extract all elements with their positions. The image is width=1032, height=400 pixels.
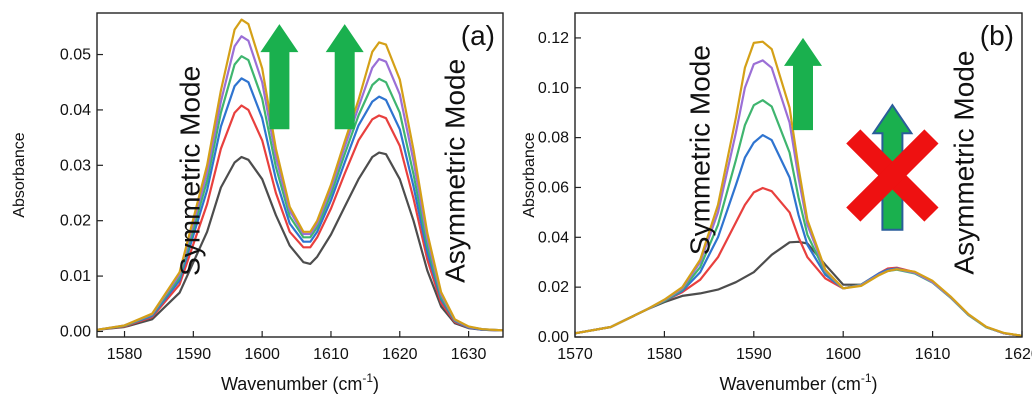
panel-a-x-tick-label: 1600 — [244, 346, 280, 363]
panel-a-x-tick-label: 1630 — [451, 346, 487, 363]
panel-a-y-tick-label: 0.00 — [60, 323, 91, 340]
panel-b-cross-mark-icon — [846, 129, 939, 222]
panel-b-x-tick-label: 1590 — [736, 346, 772, 363]
panel-a-series-line-2 — [96, 104, 504, 332]
panel-b-x-axis-label-superscript: -1 — [861, 371, 872, 385]
panel-a-x-axis-label-superscript: -1 — [362, 371, 373, 385]
panel-b-y-axis-label: Absorbance — [521, 132, 538, 217]
panel-b-y-tick-label: 0.10 — [538, 80, 569, 97]
panel-a-x-tick-label: 1580 — [107, 346, 143, 363]
panel-b-y-tick-label: 0.02 — [538, 279, 569, 296]
panel-a-series-line-4 — [96, 55, 504, 332]
panel-a-series-line-1 — [96, 151, 504, 332]
panel-b: 1570 1580 1590 1600 1610 1620 0.00 0.02 0.04 0.06… — [521, 12, 1032, 394]
panel-b-y-tick-label: 0.12 — [538, 30, 569, 47]
panel-b-symmetric-mode-label: Symmetric Mode — [685, 45, 716, 255]
panel-b-x-axis-label: Wavenumber (cm-1) — [719, 371, 877, 394]
panel-b-x-axis-label-text: Wavenumber (cm — [719, 374, 860, 394]
panel-a-label: (a) — [461, 20, 495, 51]
panel-a-y-tick-label: 0.05 — [60, 47, 91, 64]
panel-b-x-tick-label: 1570 — [557, 346, 593, 363]
panel-a-symmetric-mode-label: Symmetric Mode — [174, 66, 205, 276]
panel-b-x-tick-label: 1620 — [1004, 346, 1032, 363]
panel-a-up-arrow-icon — [325, 24, 364, 130]
panel-b-y-tick-label: 0.06 — [538, 179, 569, 196]
panel-b-asymmetric-mode-label: Asymmetric Mode — [948, 51, 979, 275]
panel-a-x-tick-label: 1590 — [176, 346, 212, 363]
panel-a-x-tick-label: 1610 — [313, 346, 349, 363]
panel-a-y-tick-label: 0.04 — [60, 102, 91, 119]
panel-a-y-tick-label: 0.02 — [60, 213, 91, 230]
panel-b-label: (b) — [980, 20, 1014, 51]
panel-a-asymmetric-mode-label: Asymmetric Mode — [439, 59, 470, 283]
panel-a-x-axis-label-text: Wavenumber (cm — [221, 374, 362, 394]
panel-a: 1580 1590 1600 1610 1620 1630 0.00 0.01 0.02 0.03… — [11, 12, 504, 394]
panel-a-x-axis-label-end: ) — [373, 374, 379, 394]
panel-b-up-arrow-icon — [784, 37, 822, 131]
panel-a-x-axis-label: Wavenumber (cm-1) — [221, 371, 379, 394]
panel-b-y-tick-label: 0.00 — [538, 329, 569, 346]
panel-b-x-tick-label: 1600 — [825, 346, 861, 363]
panel-b-series-line-6 — [574, 40, 1023, 337]
panel-a-y-axis-label: Absorbance — [11, 132, 28, 217]
panel-b-x-tick-label: 1580 — [647, 346, 683, 363]
panel-a-series-line-3 — [96, 77, 504, 332]
panel-a-plot-frame — [96, 12, 504, 338]
panel-a-x-tick-label: 1620 — [382, 346, 418, 363]
panel-a-y-tick-label: 0.01 — [60, 268, 91, 285]
panel-a-series-line-6 — [96, 18, 504, 332]
panel-b-x-tick-label: 1610 — [915, 346, 951, 363]
panel-b-y-tick-label: 0.04 — [538, 229, 569, 246]
panel-b-plot-frame — [574, 12, 1023, 338]
panel-b-y-tick-label: 0.08 — [538, 130, 569, 147]
panel-a-y-tick-label: 0.03 — [60, 157, 91, 174]
panel-a-up-arrow-icon — [260, 24, 299, 130]
panel-b-x-axis-label-end: ) — [872, 374, 878, 394]
